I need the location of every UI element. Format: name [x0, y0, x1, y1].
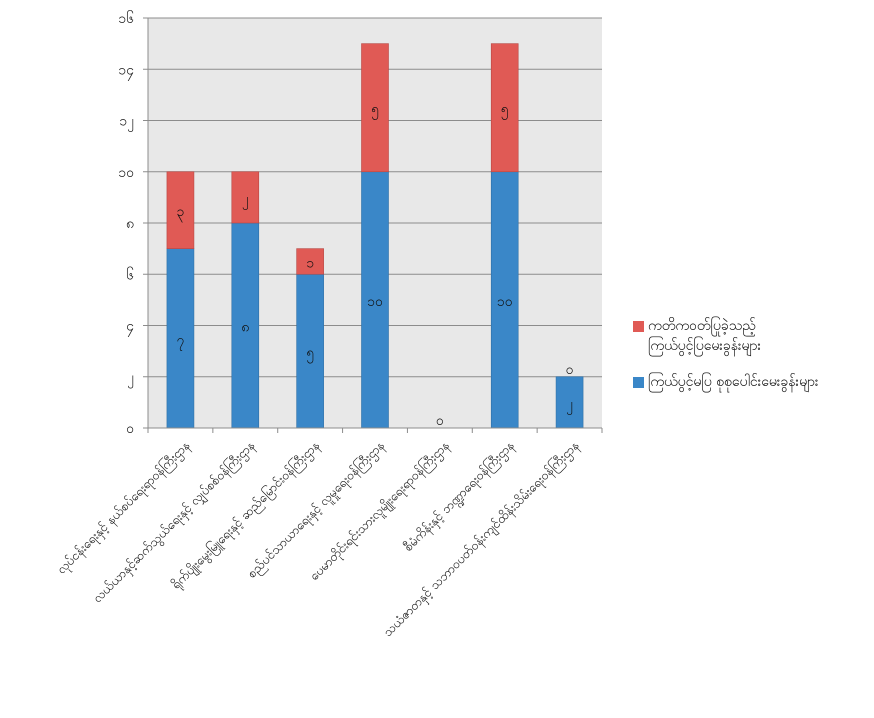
axes	[143, 17, 603, 433]
data-label-total: ၅	[306, 345, 314, 363]
y-tick-label: ၂	[127, 370, 134, 388]
data-label-total: ၇	[176, 332, 184, 350]
bar-committed	[490, 43, 519, 173]
legend-swatch-red	[633, 321, 644, 332]
legend-item-committed: ကတိကဝတ်ပြုခဲ့သည့် ကြယ်ပွင့်ပြမေးခွန်းမျာ…	[633, 316, 873, 356]
bar-committed	[231, 171, 260, 224]
x-category-label: စီမံကိန်းနှင့် ဘဏ္ဍာရေးဝန်ကြီးဌာန	[400, 437, 519, 556]
data-label-total: ၁၀	[497, 294, 513, 310]
y-tick-label: ၆	[126, 267, 134, 283]
bar-total	[555, 376, 584, 429]
bar-committed	[361, 43, 389, 173]
data-label-committed: ၀	[566, 362, 574, 378]
data-label-total: ၂	[566, 396, 573, 414]
legend: ကတိကဝတ်ပြုခဲ့သည့် ကြယ်ပွင့်ပြမေးခွန်းမျာ…	[633, 316, 873, 408]
data-label-committed: ၂	[242, 191, 249, 209]
bar-committed	[166, 171, 195, 249]
legend-label: ကြယ်ပွင့်မပြ စုစုပေါင်းမေးခွန်းများ	[648, 374, 819, 390]
y-tick-label: ၁၂	[119, 114, 134, 132]
x-category-labels: လုပ်ငန်းရေးနှင့် နယ်စပ်ရေးရာဝန်ကြီးဌာနလယ…	[53, 437, 584, 642]
y-tick-label: ၁၀	[118, 165, 134, 181]
bars	[166, 43, 584, 429]
bar-total	[296, 273, 324, 429]
data-label-total: ၀	[436, 413, 444, 429]
y-tick-label: ၈	[126, 216, 134, 232]
bar-total	[490, 171, 519, 429]
legend-label-line2: ကြယ်ပွင့်ပြမေးခွန်းများ	[648, 338, 762, 354]
bar-committed	[296, 248, 324, 275]
x-category-label: စည်ပင်သာယာရေးနှင့် လူမှုရေးဝန်ကြီးဌာန	[243, 437, 389, 583]
legend-item-total: ကြယ်ပွင့်မပြ စုစုပေါင်းမေးခွန်းများ	[633, 372, 873, 392]
bar-total	[231, 222, 260, 429]
legend-label-line1: ကတိကဝတ်ပြုခဲ့သည့်	[648, 318, 756, 334]
y-tick-label: ၁၄	[118, 62, 134, 80]
data-label-committed: ၅	[501, 102, 509, 120]
y-tick-label: ၁၆	[118, 11, 134, 27]
data-label-committed: ၁	[306, 255, 314, 271]
data-label-total: ၁၀	[367, 294, 383, 310]
y-tick-label: ၄	[126, 319, 134, 337]
data-label-total: ၈	[241, 320, 249, 336]
y-tick-label: ၀	[126, 421, 134, 437]
data-label-committed: ၃	[176, 204, 184, 222]
legend-swatch-blue	[633, 377, 644, 388]
bar-total	[166, 248, 195, 429]
y-tick-labels: ၀ ၂ ၄ ၆ ၈ ၁၀ ၁၂ ၁၄ ၁၆	[118, 11, 134, 437]
data-label-committed: ၅	[371, 102, 379, 120]
x-category-label: လုပ်ငန်းရေးနှင့် နယ်စပ်ရေးရာဝန်ကြီးဌာန	[53, 437, 195, 579]
